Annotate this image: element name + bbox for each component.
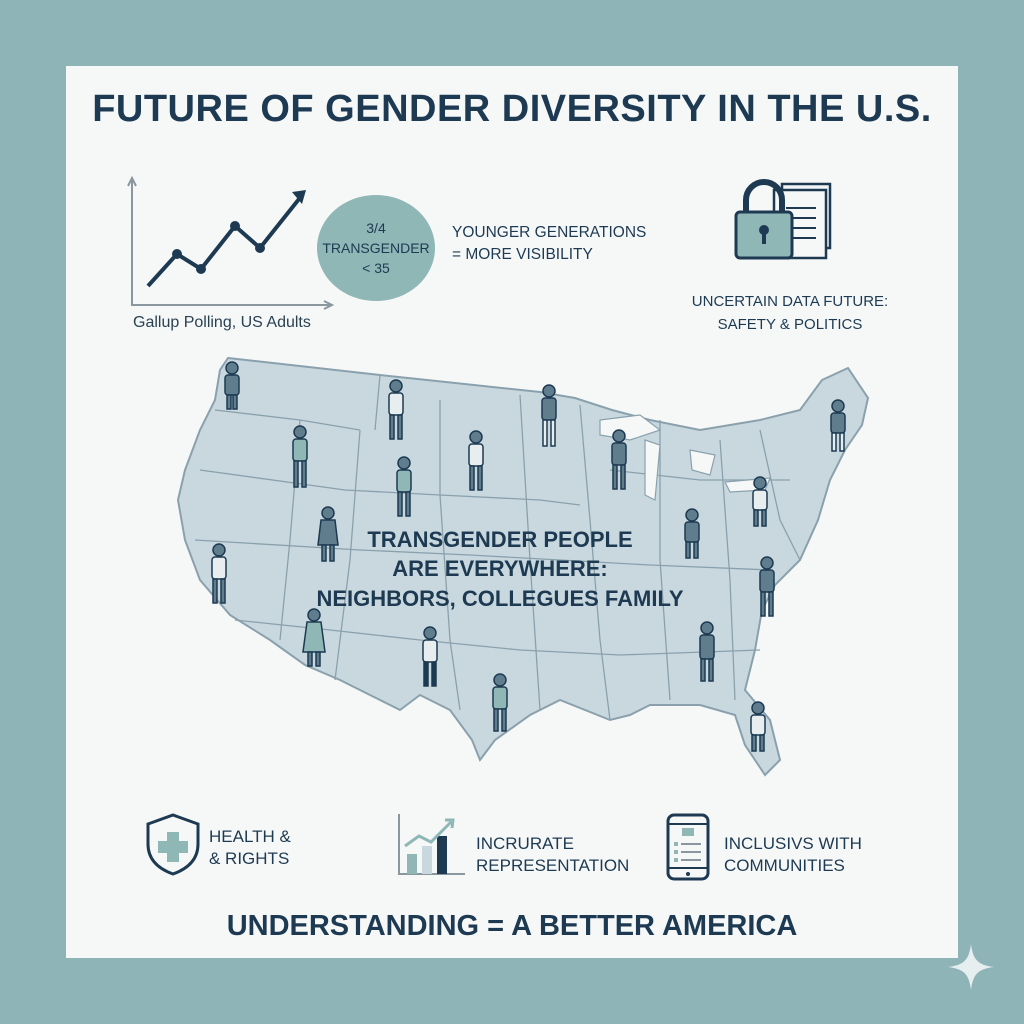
page-title: FUTURE OF GENDER DIVERSITY IN THE U.S.	[92, 88, 932, 130]
feature-health-line-1: HEALTH &	[209, 827, 291, 846]
younger-line-2: = MORE VISIBILITY	[452, 246, 593, 264]
lock-document-icon	[734, 179, 832, 260]
feature-representation-label: INCRURATE REPRESENTATION	[476, 833, 629, 877]
bar-chart-icon	[398, 814, 465, 875]
younger-line-1: YOUNGER GENERATIONS	[452, 224, 647, 241]
stat-fraction: 3/4	[366, 219, 386, 236]
map-line-1: TRANSGENDER PEOPLE	[367, 527, 633, 552]
map-line-2: ARE EVERYWHERE:	[392, 556, 608, 582]
map-headline: TRANSGENDER PEOPLE ARE EVERYWHERE: NEIGH…	[300, 525, 700, 613]
younger-generations-text: YOUNGER GENERATIONS = MORE VISIBILITY	[452, 222, 646, 267]
uncertain-line-1: UNCERTAIN DATA FUTURE:	[691, 293, 889, 310]
stat-badge: 3/4 TRANSGENDER < 35	[317, 195, 435, 301]
stat-label: TRANSGENDER	[322, 239, 430, 256]
shield-cross-icon	[146, 813, 200, 876]
feature-communities-line-1: INCLUSIVS WITH	[724, 834, 862, 853]
uncertain-line-2: SAFETY & POLITICS	[717, 316, 863, 334]
sparkle-icon	[948, 944, 994, 990]
uncertain-data-text: UNCERTAIN DATA FUTURE: SAFETY & POLITICS	[690, 290, 890, 337]
footer-slogan: UNDERSTANDING = A BETTER AMERICA	[226, 910, 798, 942]
feature-communities-label: INCLUSIVS WITH COMMUNITIES	[724, 833, 862, 877]
feature-health-label: HEALTH & & RIGHTS	[209, 826, 291, 870]
feature-representation-line-1: INCRURATE	[476, 834, 574, 853]
phone-checklist-icon	[666, 813, 710, 881]
feature-representation-line-2: REPRESENTATION	[476, 856, 630, 876]
stat-age: < 35	[362, 260, 390, 277]
feature-communities-line-2: COMMUNITIES	[724, 856, 845, 876]
trend-line-icon	[127, 175, 335, 310]
chart-caption: Gallup Polling, US Adults	[133, 314, 311, 331]
map-line-3: NEIGHBORS, COLLEGUES FAMILY	[316, 585, 684, 611]
feature-health-line-2: & RIGHTS	[209, 849, 290, 869]
